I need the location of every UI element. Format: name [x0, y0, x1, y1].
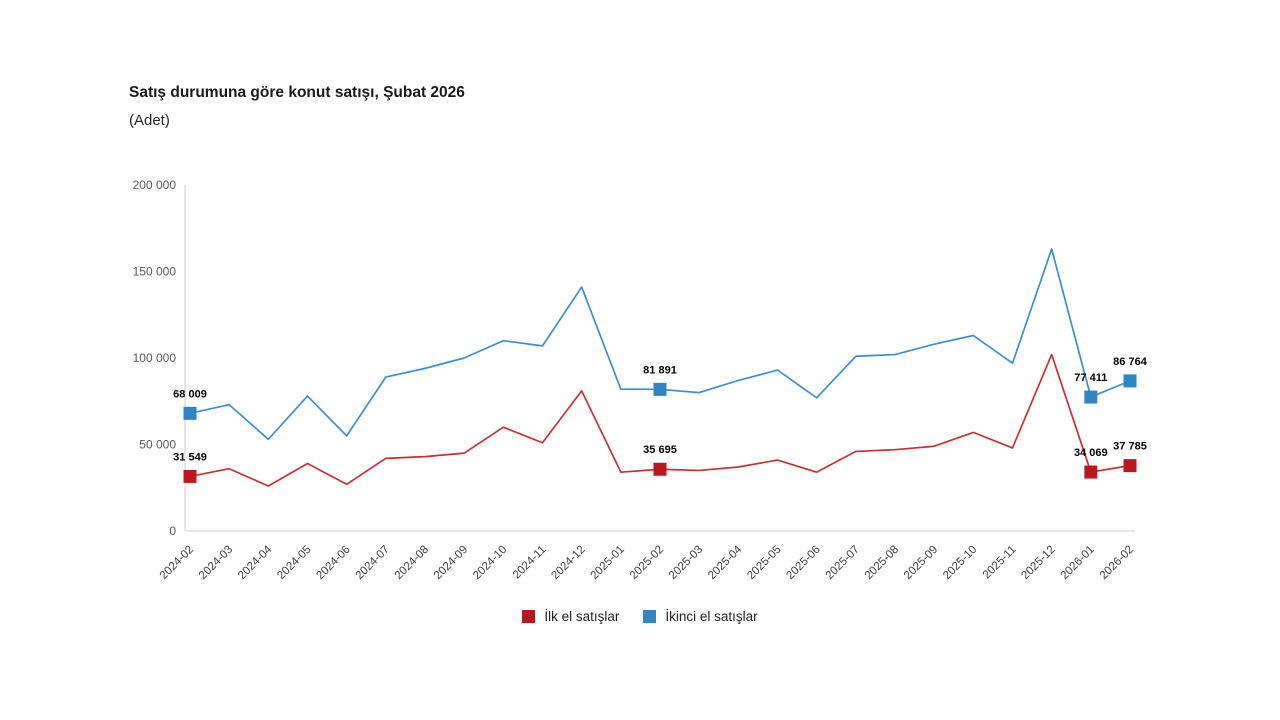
data-point-marker	[1123, 374, 1137, 388]
data-point-label: 31 549	[173, 451, 207, 463]
legend-item-0[interactable]: İlk el satışlar	[522, 609, 619, 624]
data-point-label: 37 785	[1113, 441, 1147, 453]
y-tick-label: 200 000	[133, 178, 177, 192]
y-tick-label: 150 000	[133, 265, 177, 279]
data-point-label: 34 069	[1074, 447, 1108, 459]
x-tick-label: 2025-09	[902, 544, 940, 582]
data-point-label: 86 764	[1113, 356, 1148, 368]
legend-label: İkinci el satışlar	[665, 609, 758, 624]
data-point-marker	[1084, 465, 1098, 479]
x-tick-label: 2025-05	[745, 544, 783, 582]
x-tick-label: 2025-12	[1019, 544, 1057, 582]
x-tick-label: 2026-02	[1098, 544, 1136, 582]
x-tick-label: 2025-11	[981, 544, 1019, 582]
x-tick-label: 2024-02	[158, 544, 196, 582]
chart-title: Satış durumuna göre konut satışı, Şubat …	[129, 84, 465, 101]
x-tick-label: 2024-12	[549, 544, 587, 582]
legend-swatch	[522, 610, 536, 623]
x-tick-label: 2025-01	[589, 544, 627, 582]
x-tick-label: 2024-09	[432, 544, 470, 582]
x-tick-label: 2024-08	[393, 544, 431, 582]
legend-item-1[interactable]: İkinci el satışlar	[643, 609, 758, 624]
series-line	[189, 248, 1131, 441]
data-point-label: 81 891	[643, 364, 677, 376]
x-tick-label: 2024-07	[354, 544, 392, 582]
x-tick-label: 2025-07	[824, 544, 862, 582]
x-tick-labels: 2024-02 2024-03 2024-04 2024-05 2024-06 2024-…	[158, 543, 1136, 582]
data-point-marker	[1123, 459, 1137, 473]
series-0: 31 549 35 695 34 069 37 785	[173, 353, 1147, 487]
x-tick-label: 2025-10	[941, 544, 979, 582]
axes	[184, 185, 1135, 532]
chart-header: Satış durumuna göre konut satışı, Şubat …	[129, 84, 465, 129]
data-point-marker	[183, 406, 197, 420]
x-tick-label: 2025-04	[706, 543, 745, 582]
series-1: 68 009 81 891 77 411 86 764	[173, 248, 1148, 441]
y-tick-label: 50 000	[139, 438, 176, 452]
chart-legend: İlk el satışlar İkinci el satışlar	[0, 609, 1280, 624]
x-tick-label: 2025-02	[628, 544, 666, 582]
x-tick-label: 2024-04	[236, 543, 275, 582]
x-tick-label: 2024-06	[314, 544, 352, 582]
data-point-marker	[653, 462, 667, 476]
legend-label: İlk el satışlar	[544, 609, 620, 624]
x-tick-label: 2024-11	[511, 544, 549, 582]
x-tick-label: 2024-05	[275, 544, 313, 582]
data-point-marker	[183, 469, 197, 483]
x-tick-label: 2024-10	[471, 544, 509, 582]
y-tick-labels: 0 50 000 100 000 150 000 200 000	[133, 178, 177, 538]
data-point-label: 35 695	[643, 444, 677, 456]
data-point-marker	[653, 382, 667, 396]
data-point-label: 77 411	[1074, 372, 1107, 384]
legend-swatch	[643, 610, 657, 623]
x-tick-label: 2025-06	[784, 544, 822, 582]
chart-unit-label: (Adet)	[129, 112, 170, 129]
x-tick-label: 2025-03	[667, 544, 705, 582]
x-tick-label: 2025-08	[863, 544, 901, 582]
x-tick-label: 2026-01	[1059, 544, 1097, 582]
y-tick-label: 0	[169, 524, 176, 538]
data-point-label: 68 009	[173, 388, 207, 400]
y-tick-label: 100 000	[133, 351, 177, 365]
data-point-marker	[1084, 390, 1098, 404]
x-tick-label: 2024-03	[197, 544, 235, 582]
